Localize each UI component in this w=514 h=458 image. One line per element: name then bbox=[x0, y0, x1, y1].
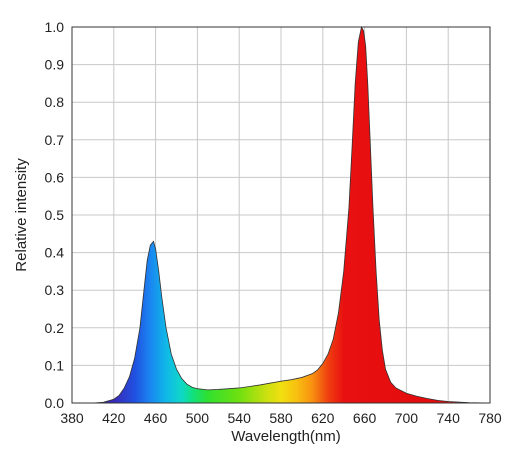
x-tick-label: 740 bbox=[437, 410, 461, 426]
x-axis-label: Wavelength(nm) bbox=[231, 428, 340, 445]
y-axis-label: Relative intensity bbox=[13, 158, 30, 272]
y-tick-label: 0.0 bbox=[45, 395, 65, 411]
x-tick-label: 380 bbox=[60, 410, 84, 426]
x-tick-label: 700 bbox=[395, 410, 419, 426]
y-tick-label: 1.0 bbox=[45, 19, 65, 35]
y-tick-label: 0.3 bbox=[45, 282, 65, 298]
x-tick-label: 500 bbox=[186, 410, 210, 426]
x-tick-label: 540 bbox=[228, 410, 252, 426]
y-tick-label: 0.2 bbox=[45, 320, 65, 336]
y-axis-ticks: 0.0 0.1 0.2 0.3 0.4 0.5 0.6 0.7 0.8 0.9 1.0 bbox=[45, 19, 65, 411]
x-tick-label: 660 bbox=[353, 410, 377, 426]
x-tick-label: 780 bbox=[478, 410, 502, 426]
x-axis-ticks: 380 420 460 500 540 580 620 660 700 740 780 bbox=[60, 410, 502, 426]
x-tick-label: 620 bbox=[311, 410, 335, 426]
spectrum-area bbox=[72, 25, 491, 404]
x-tick-label: 460 bbox=[144, 410, 168, 426]
plot-frame bbox=[71, 26, 491, 404]
y-tick-label: 0.1 bbox=[45, 357, 65, 373]
y-tick-label: 0.5 bbox=[45, 207, 65, 223]
y-tick-label: 0.4 bbox=[45, 245, 65, 261]
grid-lines bbox=[72, 27, 490, 403]
x-tick-label: 580 bbox=[269, 410, 293, 426]
y-tick-label: 0.8 bbox=[45, 94, 65, 110]
y-tick-label: 0.7 bbox=[45, 132, 65, 148]
y-tick-label: 0.6 bbox=[45, 169, 65, 185]
x-tick-label: 420 bbox=[102, 410, 126, 426]
y-tick-label: 0.9 bbox=[45, 57, 65, 73]
